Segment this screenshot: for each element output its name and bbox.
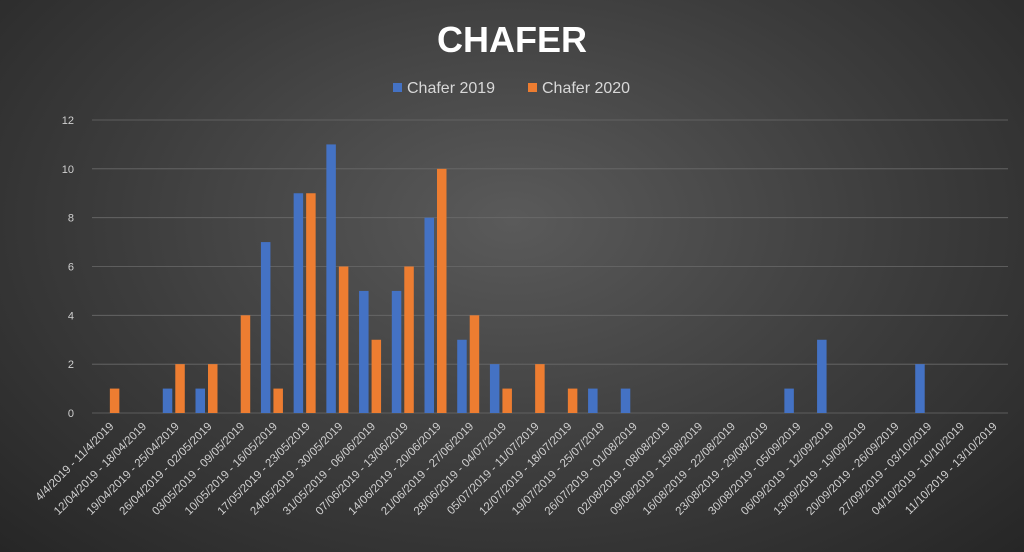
legend-swatch xyxy=(393,83,402,92)
bar-chafer-2019 xyxy=(620,388,631,413)
bar-chafer-2020 xyxy=(502,388,512,413)
bar-chafer-2019 xyxy=(817,339,827,413)
chart-title: CHAFER xyxy=(437,19,587,60)
bar-chafer-2020 xyxy=(469,315,480,413)
y-tick-label: 12 xyxy=(62,115,74,127)
bar-chafer-2019 xyxy=(588,388,598,413)
gridlines xyxy=(92,119,1008,414)
bar-chafer-2019 xyxy=(391,290,402,413)
bar-chafer-2020 xyxy=(437,168,447,413)
legend-swatch xyxy=(528,83,537,92)
bar-chafer-2020 xyxy=(535,364,545,413)
bar-chafer-2020 xyxy=(240,315,251,413)
y-tick-label: 4 xyxy=(68,310,74,322)
y-axis: 0 2 4 6 8 10 12 xyxy=(62,115,74,420)
bar-chafer-2019 xyxy=(326,144,336,413)
y-tick-label: 6 xyxy=(68,262,74,274)
y-tick-label: 8 xyxy=(68,213,74,225)
y-tick-label: 0 xyxy=(68,408,74,420)
bar-chafer-2019 xyxy=(260,242,271,413)
legend: Chafer 2019 Chafer 2020 xyxy=(393,80,630,97)
bar-chafer-2020 xyxy=(404,266,414,413)
legend-label: Chafer 2020 xyxy=(542,80,630,97)
y-tick-label: 2 xyxy=(68,359,74,371)
bar-chafer-2019 xyxy=(489,364,500,413)
bar-chafer-2019 xyxy=(424,217,434,413)
legend-label: Chafer 2019 xyxy=(407,80,495,97)
bar-chafer-2019 xyxy=(293,193,304,413)
bar-chafer-2019 xyxy=(359,290,369,413)
bar-chafer-2019 xyxy=(457,339,467,413)
bar-chafer-2020 xyxy=(273,388,283,413)
bar-chafer-2020 xyxy=(338,266,349,413)
bars xyxy=(109,144,925,413)
bar-chafer-2020 xyxy=(567,388,578,413)
bar-chafer-2020 xyxy=(175,364,185,413)
bar-chafer-2019 xyxy=(162,388,173,413)
bar-chafer-2020 xyxy=(306,193,316,413)
bar-chafer-2019 xyxy=(784,388,794,413)
bar-chafer-2019 xyxy=(915,364,925,413)
bar-chafer-2020 xyxy=(109,388,120,413)
y-tick-label: 10 xyxy=(62,164,74,176)
bar-chafer-2020 xyxy=(208,364,218,413)
bar-chafer-2020 xyxy=(371,339,382,413)
bar-chafer-2019 xyxy=(195,388,205,413)
